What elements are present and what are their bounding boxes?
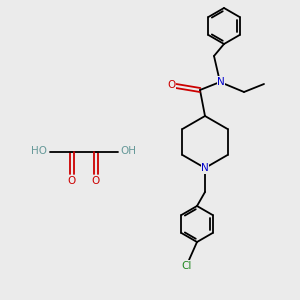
Text: N: N: [217, 77, 225, 87]
Text: O: O: [167, 80, 175, 90]
Text: Cl: Cl: [182, 261, 192, 271]
Text: OH: OH: [120, 146, 136, 156]
Text: O: O: [68, 176, 76, 186]
Text: HO: HO: [31, 146, 47, 156]
Text: N: N: [201, 163, 209, 173]
Text: O: O: [92, 176, 100, 186]
